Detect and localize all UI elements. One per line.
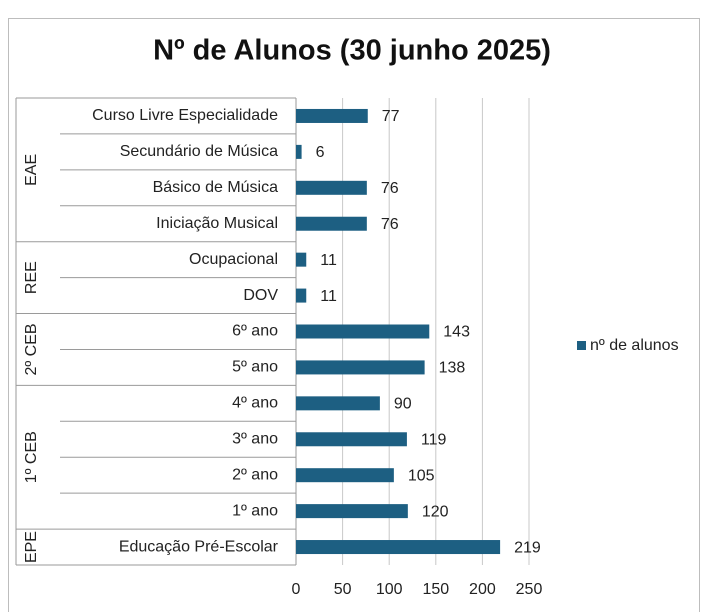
data-label: 6 bbox=[316, 144, 325, 161]
y-tick-label: 3º ano bbox=[232, 430, 278, 447]
data-label: 76 bbox=[381, 180, 399, 197]
bar bbox=[296, 108, 368, 123]
y-tick-label: Secundário de Música bbox=[120, 143, 278, 160]
group-label: EPE bbox=[23, 531, 40, 563]
data-label: 119 bbox=[421, 431, 447, 448]
data-label: 76 bbox=[381, 216, 399, 233]
data-label: 90 bbox=[394, 396, 412, 413]
bar bbox=[296, 180, 367, 195]
data-label: 11 bbox=[320, 288, 337, 305]
group-label: REE bbox=[23, 261, 40, 294]
bar bbox=[296, 360, 425, 375]
y-tick-label: Curso Livre Especialidade bbox=[92, 107, 278, 124]
data-label: 219 bbox=[514, 539, 541, 556]
chart-title: Nº de Alunos (30 junho 2025) bbox=[153, 35, 551, 67]
data-label: 105 bbox=[408, 467, 435, 484]
group-label: 2º CEB bbox=[23, 323, 40, 375]
bar bbox=[296, 144, 302, 159]
data-label: 120 bbox=[422, 503, 449, 520]
y-tick-label: DOV bbox=[243, 287, 278, 304]
legend-swatch bbox=[577, 341, 586, 350]
x-tick-label: 150 bbox=[422, 581, 449, 598]
y-tick-label: 1º ano bbox=[232, 502, 278, 519]
y-tick-label: 2º ano bbox=[232, 466, 278, 483]
bar bbox=[296, 324, 430, 339]
x-tick-label: 50 bbox=[334, 581, 352, 598]
bar bbox=[296, 288, 307, 303]
bar bbox=[296, 468, 394, 483]
x-tick-label: 100 bbox=[376, 581, 403, 598]
legend-label: nº de alunos bbox=[590, 337, 679, 354]
x-tick-label: 200 bbox=[469, 581, 496, 598]
data-label: 143 bbox=[443, 324, 470, 341]
bar bbox=[296, 216, 367, 231]
bar bbox=[296, 540, 501, 555]
data-label: 138 bbox=[439, 360, 466, 377]
group-label: EAE bbox=[23, 154, 40, 186]
data-label: 77 bbox=[382, 108, 400, 125]
y-tick-label: 5º ano bbox=[232, 359, 278, 376]
x-tick-label: 250 bbox=[516, 581, 543, 598]
data-label: 11 bbox=[320, 252, 337, 269]
y-tick-label: 4º ano bbox=[232, 395, 278, 412]
bar bbox=[296, 432, 407, 447]
y-tick-label: Básico de Música bbox=[153, 179, 278, 196]
y-tick-label: Educação Pré-Escolar bbox=[119, 538, 279, 555]
group-label: 1º CEB bbox=[23, 431, 40, 483]
x-tick-label: 0 bbox=[292, 581, 301, 598]
bar bbox=[296, 252, 307, 267]
y-tick-label: 6º ano bbox=[232, 323, 278, 340]
bar bbox=[296, 396, 380, 411]
y-tick-label: Iniciação Musical bbox=[156, 215, 278, 232]
y-tick-label: Ocupacional bbox=[189, 251, 278, 268]
bar bbox=[296, 504, 408, 519]
